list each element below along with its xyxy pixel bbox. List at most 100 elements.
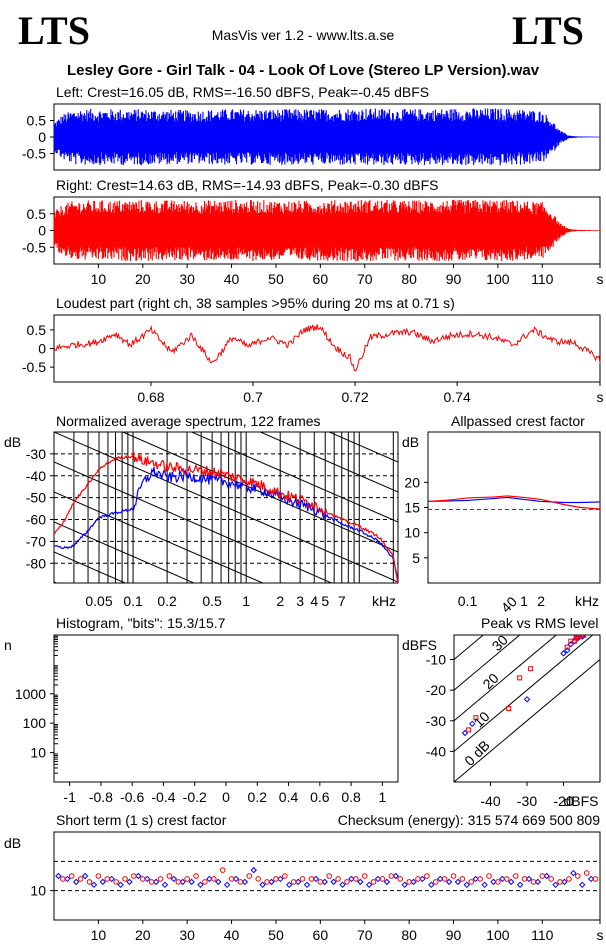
short-term-point-right	[264, 879, 270, 885]
short-term-point-right	[406, 879, 412, 885]
short-term-point-left	[126, 878, 133, 886]
short-term-point-right	[131, 873, 137, 879]
checksum: Checksum (energy): 315 574 669 500 809	[338, 812, 600, 828]
short-term-point-left	[392, 872, 400, 880]
short-term-point-left	[241, 878, 249, 886]
short-term-point-right	[86, 879, 93, 885]
short-term-point-right	[335, 876, 341, 882]
crest-ylabel: dB	[402, 434, 419, 450]
short-term-point-left	[330, 878, 337, 886]
short-term-point-right	[344, 879, 350, 885]
spectrum-slope-line	[54, 461, 333, 583]
short-term-point-right	[495, 879, 501, 885]
short-term-point-left	[463, 881, 471, 889]
right-waveform-xtick-label: 70	[357, 271, 373, 287]
short-term-point-right	[166, 873, 173, 879]
short-term-point-right	[477, 876, 483, 882]
spectrum-series-right	[54, 451, 398, 583]
short-term-point-left	[587, 875, 595, 883]
left-waveform-title: Left: Crest=16.05 dB, RMS=-16.50 dBFS, P…	[56, 84, 429, 100]
pvr-point-right	[564, 644, 570, 650]
loudest-part-xtick-label: 0.68	[137, 389, 164, 405]
short-term-xtick-label: 80	[401, 927, 417, 943]
short-term-xtick-label: 40	[224, 927, 240, 943]
short-term-point-left	[188, 878, 195, 886]
short-term-point-right	[486, 873, 492, 879]
short-term-point-right	[282, 873, 288, 879]
histogram-xtick-label: -1	[63, 789, 76, 805]
short-term-point-right	[299, 876, 306, 882]
loudest-part-ytick-label: -0.5	[22, 359, 46, 375]
short-term-point-left	[170, 875, 178, 883]
short-term-point-right	[193, 873, 199, 879]
short-term-point-left	[72, 878, 80, 886]
short-term-title: Short term (1 s) crest factor	[56, 812, 227, 828]
crest-xtick-label: 1	[520, 593, 528, 609]
pvr-ytick-label: -40	[426, 743, 446, 759]
short-term-point-left	[436, 875, 444, 883]
pvr-point-left	[560, 650, 567, 657]
short-term-point-left	[64, 875, 71, 883]
short-term-xtick-label: 100	[486, 927, 510, 943]
loudest-part-xtick-label: s	[597, 389, 604, 405]
allpassed-crest-panel: Allpassed crest factor dB 20 15 10 5 0.1 1 2 kHz	[402, 413, 601, 609]
right-waveform-xtick-label: 100	[486, 271, 510, 287]
short-term-point-right	[397, 876, 404, 882]
right-waveform-xtick-label: s	[597, 271, 604, 287]
short-term-point-left	[55, 872, 62, 880]
short-term-xtick-label: 70	[357, 927, 373, 943]
pvr-xtick-label: -20	[553, 793, 573, 809]
spectrum-ytick-label: -40	[26, 468, 46, 484]
short-term-point-left	[108, 875, 115, 883]
spectrum-xtick-label: 0.1	[123, 593, 143, 609]
short-term-point-left	[481, 881, 488, 889]
short-term-point-left	[303, 881, 311, 889]
short-term-point-right	[503, 876, 510, 882]
loudest-part-frame	[53, 314, 601, 383]
spectrum-slope-line	[327, 432, 398, 463]
app-version: MasVis ver 1.2 - www.lts.a.se	[212, 27, 395, 43]
loudest-part-ytick-label: 0.5	[27, 322, 47, 338]
short-term-point-left	[374, 875, 382, 883]
short-term-point-right	[237, 879, 244, 885]
short-term-point-right	[459, 876, 466, 882]
right-waveform-title: Right: Crest=14.63 dB, RMS=-14.93 dBFS, …	[56, 177, 438, 193]
short-term-point-right	[353, 876, 359, 882]
left-waveform-ytick-label: 0	[38, 129, 46, 145]
pvr-title: Peak vs RMS level	[481, 615, 598, 631]
short-term-point-right	[539, 873, 546, 879]
short-term-point-left	[197, 881, 204, 889]
right-waveform-xtick-label: 20	[135, 271, 151, 287]
short-term-point-left	[516, 881, 524, 889]
loudest-part-signal	[53, 324, 601, 372]
short-term-point-left	[579, 881, 586, 889]
spectrum-ytick-label: -70	[26, 533, 46, 549]
pvr-point-left	[523, 696, 531, 703]
short-term-point-left	[206, 875, 213, 883]
pvr-crest-diagonal	[454, 635, 484, 661]
left-waveform-signal	[53, 108, 601, 166]
histogram-xtick-label: -0.6	[120, 789, 144, 805]
spectrum-slope-line	[54, 521, 196, 583]
crest-frame	[427, 431, 601, 584]
right-waveform-ytick-label: -0.5	[22, 239, 46, 255]
short-term-point-left	[250, 866, 257, 874]
short-term-point-left	[490, 878, 497, 886]
short-term-point-right	[184, 876, 190, 882]
right-waveform-xtick-label: 90	[446, 271, 462, 287]
pvr-point-left	[469, 720, 476, 728]
short-term-point-right	[211, 876, 217, 882]
loudest-part-xtick-label: 0.72	[341, 389, 368, 405]
pvr-point-right	[466, 727, 472, 733]
histogram-xtick-label: 1	[378, 789, 386, 805]
pvr-plot	[454, 635, 600, 782]
spectrum-xtick-label: 0.2	[157, 593, 177, 609]
spectrum-xtick-label: 0.05	[85, 593, 112, 609]
spectrum-slope-line	[54, 432, 398, 583]
histogram-ytick-label: 100	[23, 715, 47, 731]
short-term-point-left	[223, 881, 231, 889]
short-term-point-left	[561, 878, 568, 886]
spectrum-xlabel: kHz	[372, 593, 396, 609]
short-term-point-right	[415, 876, 421, 882]
